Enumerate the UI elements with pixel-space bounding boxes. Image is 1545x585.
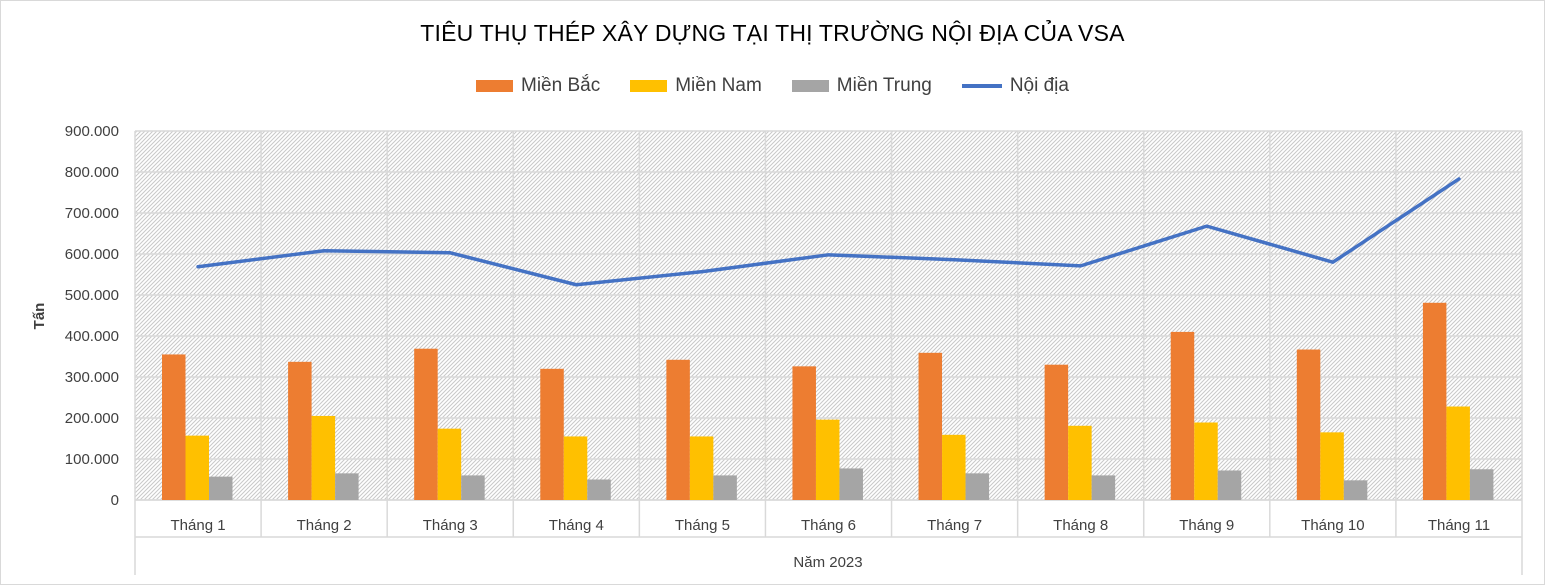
bar-miền-nam <box>311 415 336 500</box>
y-tick-label: 200.000 <box>65 410 119 427</box>
bar-miền-trung <box>713 475 737 500</box>
bar-miền-bắc <box>414 348 438 500</box>
bar-miền-nam <box>689 436 714 500</box>
legend-label-mien-trung: Miền Trung <box>836 75 932 96</box>
bar-miền-nam <box>1194 422 1218 500</box>
bar-miền-nam <box>942 434 966 500</box>
x-tick-label: Tháng 10 <box>1301 517 1364 534</box>
x-tick-label: Tháng 9 <box>1179 517 1234 534</box>
bar-miền-bắc <box>288 361 312 500</box>
y-tick-label: 500.000 <box>65 287 119 304</box>
y-axis-label: Tấn <box>31 303 48 330</box>
bar-miền-bắc <box>1422 302 1447 500</box>
x-tick-label: Tháng 6 <box>801 517 856 534</box>
bar-miền-trung <box>335 473 359 500</box>
bar-miền-trung <box>839 468 863 500</box>
legend-swatch-mien-bac <box>476 80 513 92</box>
x-tick-label: Tháng 4 <box>549 517 604 534</box>
legend-label-mien-bac: Miền Bắc <box>521 75 601 96</box>
bar-miền-bắc <box>1170 331 1195 500</box>
legend-item-noi-dia: Nội địa <box>961 75 1069 97</box>
bar-miền-bắc <box>540 368 564 500</box>
legend-swatch-mien-trung <box>791 80 829 92</box>
legend-item-mien-bac: Miền Bắc <box>476 75 600 97</box>
bar-miền-nam <box>437 428 462 500</box>
bar-miền-bắc <box>1044 364 1069 500</box>
legend-label-noi-dia: Nội địa <box>1009 75 1069 96</box>
bar-miền-nam <box>185 435 209 500</box>
y-tick-label: 400.000 <box>65 328 119 345</box>
bar-miền-trung <box>1091 475 1116 500</box>
bar-miền-trung <box>965 473 990 500</box>
bar-miền-bắc <box>666 359 690 500</box>
bars <box>162 302 1494 500</box>
x-tick-label: Tháng 7 <box>927 517 982 534</box>
legend-swatch-mien-nam <box>630 80 668 92</box>
legend-item-mien-nam: Miền Nam <box>630 75 762 97</box>
x-tick-label: Tháng 5 <box>675 517 730 534</box>
x-axis-group-label: Năm 2023 <box>793 554 862 571</box>
bar-miền-trung <box>209 476 233 500</box>
y-axis: 0 100.000 200.000 300.000 400.000 500.000 600.… <box>65 123 119 509</box>
line-noi-dia <box>196 177 1461 287</box>
line-series <box>196 177 1461 287</box>
y-tick-label: 700.000 <box>65 205 119 222</box>
legend-item-mien-trung: Miền Trung <box>791 75 932 97</box>
y-tick-label: 100.000 <box>65 451 119 468</box>
bar-miền-trung <box>1469 469 1494 500</box>
y-tick-label: 300.000 <box>65 369 119 386</box>
bar-miền-bắc <box>792 366 816 500</box>
bar-miền-bắc <box>162 354 186 500</box>
legend-swatch-noi-dia <box>961 84 1002 88</box>
bar-miền-nam <box>563 436 588 500</box>
bar-miền-trung <box>587 479 611 500</box>
x-tick-label: Tháng 8 <box>1053 517 1108 534</box>
bar-miền-nam <box>815 419 840 500</box>
x-tick-label: Tháng 11 <box>1428 517 1490 534</box>
bar-miền-bắc <box>1296 349 1321 500</box>
bar-miền-trung <box>1217 470 1242 500</box>
bar-miền-nam <box>1068 425 1092 500</box>
y-tick-label: 600.000 <box>65 246 119 263</box>
y-tick-label: 0 <box>111 492 119 509</box>
bar-miền-trung <box>1343 480 1368 500</box>
bar-miền-trung <box>461 475 485 500</box>
chart-title: TIÊU THỤ THÉP XÂY DỰNG TẠI THỊ TRƯỜNG NỘ… <box>420 20 1125 46</box>
y-tick-label: 800.000 <box>65 164 119 181</box>
x-tick-label: Tháng 1 <box>171 517 226 534</box>
y-tick-label: 900.000 <box>65 123 119 140</box>
legend-label-mien-nam: Miền Nam <box>675 75 762 96</box>
bar-miền-bắc <box>918 352 943 500</box>
legend: Miền Bắc Miền Nam Miền Trung Nội địa <box>0 75 1545 97</box>
bar-miền-nam <box>1446 406 1470 500</box>
x-tick-label: Tháng 2 <box>297 517 352 534</box>
bar-miền-nam <box>1320 432 1344 500</box>
x-tick-label: Tháng 3 <box>423 517 478 534</box>
